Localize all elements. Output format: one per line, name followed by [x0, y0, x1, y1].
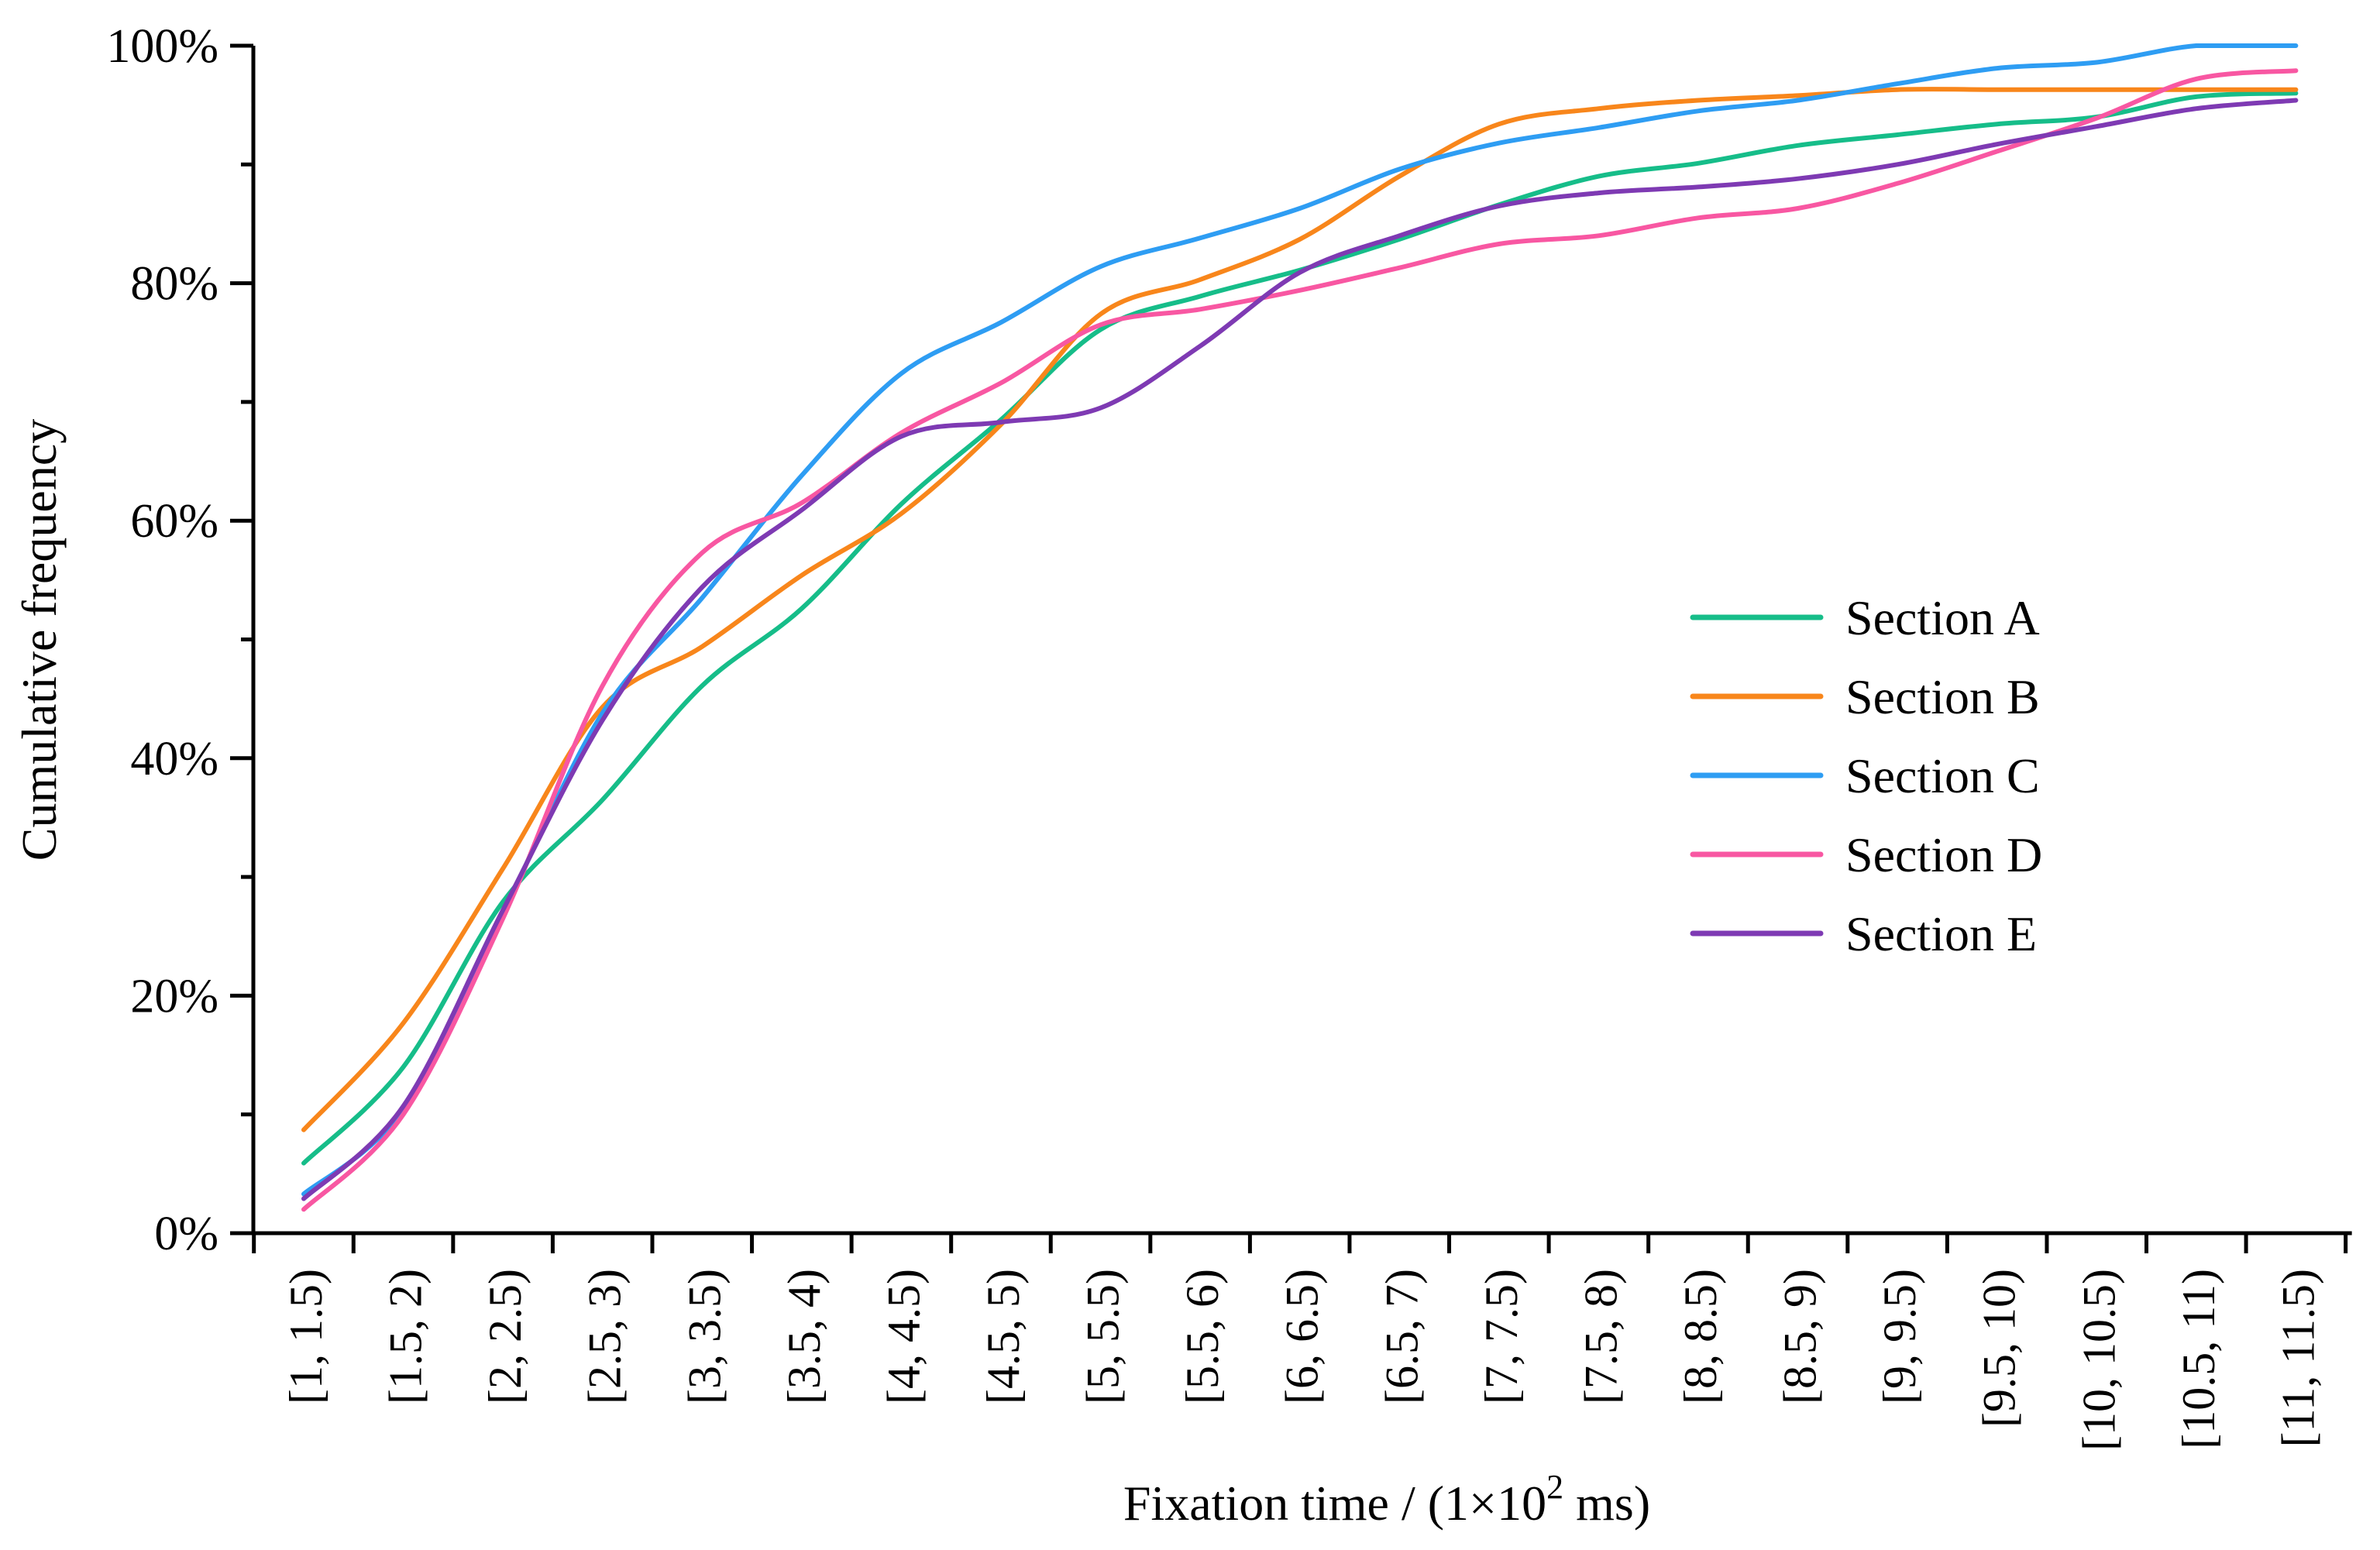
legend-label-section-c: Section C: [1845, 748, 2040, 803]
x-tick-label: [11, 11.5): [2272, 1269, 2323, 1448]
legend-label-section-a: Section A: [1845, 590, 2040, 645]
x-tick-label: [8, 8.5): [1675, 1269, 1726, 1404]
legend-label-section-d: Section D: [1845, 827, 2042, 882]
y-tick-label: 40%: [130, 733, 218, 785]
x-axis-title: Fixation time / (1×102 ms): [1123, 1468, 1650, 1531]
y-tick-label: 20%: [130, 970, 218, 1022]
x-tick-label: [6.5, 7): [1376, 1269, 1427, 1404]
x-tick-label: [1, 1.5): [280, 1269, 332, 1404]
x-tick-label: [6, 6.5): [1277, 1269, 1328, 1404]
legend-label-section-e: Section E: [1845, 906, 2037, 961]
x-tick-label: [9.5, 10): [1974, 1269, 2025, 1428]
y-tick-label: 0%: [154, 1208, 218, 1260]
series-line-section-a: [301, 91, 2299, 1166]
y-tick-label: 60%: [130, 495, 218, 548]
x-tick-label: [7.5, 8): [1575, 1269, 1626, 1404]
series-line-section-e: [301, 98, 2299, 1201]
x-tick-label: [5, 5.5): [1078, 1269, 1129, 1404]
x-tick-label: [10, 10.5): [2073, 1269, 2124, 1451]
x-tick-label: [7, 7.5): [1476, 1269, 1527, 1404]
x-tick-label: [2.5, 3): [580, 1269, 631, 1404]
x-tick-label: [3, 3.5): [679, 1269, 730, 1404]
y-tick-label: 100%: [106, 20, 218, 73]
x-tick-label: [4, 4.5): [878, 1269, 929, 1404]
x-tick-label: [10.5, 11): [2173, 1269, 2224, 1449]
x-tick-label: [4.5, 5): [978, 1269, 1029, 1404]
x-tick-label: [1.5, 2): [380, 1269, 432, 1404]
x-tick-label: [9, 9.5): [1874, 1269, 1925, 1404]
series-line-section-b: [301, 87, 2299, 1132]
x-tick-label: [8.5, 9): [1775, 1269, 1826, 1404]
x-tick-label: [2, 2.5): [480, 1269, 531, 1404]
y-tick-label: 80%: [130, 258, 218, 311]
series-line-section-d: [301, 68, 2299, 1212]
y-axis-title: Cumulative frequency: [12, 419, 67, 861]
legend-label-section-b: Section B: [1845, 669, 2040, 724]
series-line-section-c: [301, 43, 2299, 1197]
x-tick-label: [5.5, 6): [1177, 1269, 1228, 1404]
x-tick-label: [3.5, 4): [779, 1269, 830, 1404]
